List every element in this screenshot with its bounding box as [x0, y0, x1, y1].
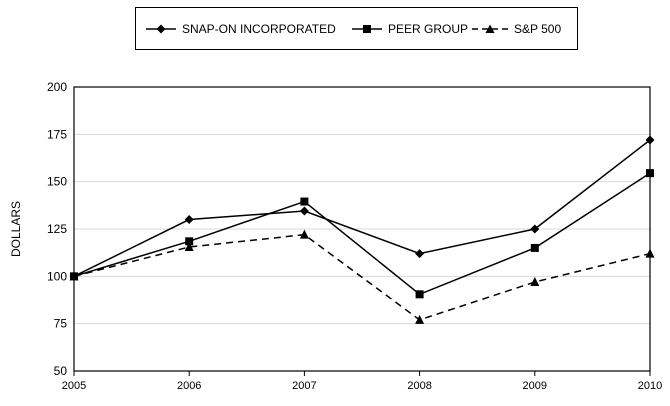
data-point-snap-on-incorporated	[645, 135, 655, 145]
legend-label-sp500: S&P 500	[514, 21, 562, 36]
legend-label-peer-group: PEER GROUP	[388, 21, 469, 36]
data-point-peer-group	[646, 169, 654, 178]
x-tick-label: 2009	[523, 380, 547, 392]
data-point-s-p-500	[69, 271, 79, 281]
x-tick-label: 2008	[407, 380, 431, 392]
data-point-s-p-500	[645, 248, 655, 258]
y-tick-label: 100	[47, 269, 67, 283]
data-point-peer-group	[415, 290, 424, 299]
legend-label-snap-on: SNAP-ON INCORPORATED	[182, 21, 336, 36]
y-tick-label: 75	[54, 317, 68, 331]
x-tick-label: 2010	[638, 380, 662, 392]
data-point-s-p-500	[184, 241, 194, 251]
data-point-s-p-500	[299, 229, 309, 239]
data-point-snap-on-incorporated	[415, 249, 425, 259]
x-tick-label: 2006	[177, 380, 201, 392]
data-point-snap-on-incorporated	[530, 224, 540, 234]
y-tick-label: 125	[47, 222, 67, 236]
y-tick-label: 50	[54, 364, 68, 378]
data-point-s-p-500	[530, 277, 540, 287]
x-tick-label: 2005	[62, 380, 86, 392]
legend-swatch-snap-on	[146, 24, 176, 33]
legend-swatch-peer-group	[352, 24, 382, 33]
chart-legend: SNAP-ON INCORPORATED PEER GROUP S&P 500	[135, 7, 578, 50]
x-tick-label: 2007	[292, 380, 316, 392]
plot-frame	[73, 86, 651, 372]
y-tick-label: 175	[47, 127, 67, 141]
data-point-peer-group	[300, 197, 309, 206]
legend-swatch-sp500	[472, 24, 508, 33]
y-tick-label: 150	[47, 175, 67, 189]
data-point-peer-group	[185, 237, 194, 246]
legend-item-peer-group: PEER GROUP	[352, 8, 468, 49]
series-line-s-p-500	[73, 233, 651, 321]
series-line-snap-on-incorporated	[73, 139, 651, 278]
data-point-s-p-500	[415, 314, 425, 324]
y-axis-label: DOLLARS	[9, 201, 23, 257]
series-line-peer-group	[73, 172, 651, 296]
legend-item-sp500: S&P 500	[472, 8, 561, 49]
data-point-snap-on-incorporated	[299, 206, 309, 216]
legend-item-snap-on: SNAP-ON INCORPORATED	[146, 8, 336, 49]
y-tick-label: 200	[47, 80, 67, 94]
data-point-snap-on-incorporated	[184, 215, 194, 225]
data-point-peer-group	[530, 243, 539, 252]
